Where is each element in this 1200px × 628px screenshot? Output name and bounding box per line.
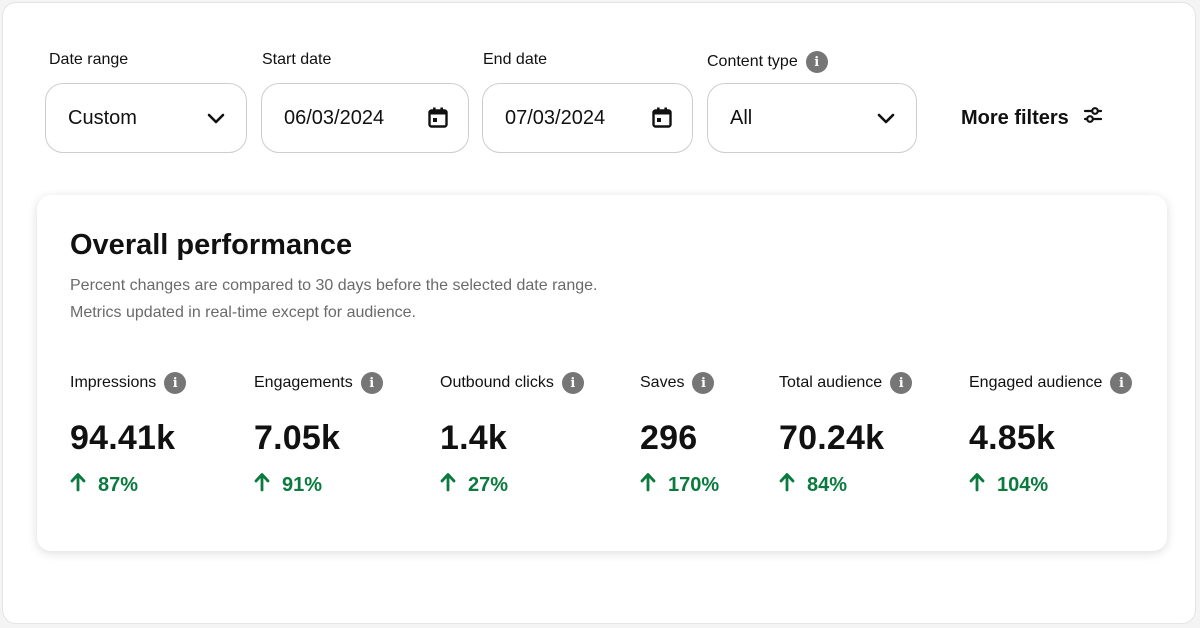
metric-label-text: Engagements (254, 374, 353, 391)
content-type-value: All (730, 106, 753, 129)
metric-saves: Saves i 296 170% (640, 371, 719, 498)
metric-label: Engagements i (254, 371, 383, 395)
info-icon[interactable]: i (692, 372, 715, 394)
date-range-value: Custom (68, 106, 137, 129)
content-type-label-text: Content type (707, 53, 798, 70)
start-date-value: 06/03/2024 (284, 106, 385, 129)
performance-subtitle-line2: Metrics updated in real-time except for … (70, 304, 416, 321)
content-type-label: Content type i (707, 51, 828, 73)
metric-total-audience: Total audience i 70.24k 84% (779, 371, 913, 498)
metric-change-text: 27% (468, 473, 509, 496)
info-icon[interactable]: i (805, 51, 828, 73)
metric-label-text: Total audience (779, 374, 883, 391)
info-icon[interactable]: i (360, 372, 383, 394)
metric-change: 91% (254, 472, 383, 498)
start-date-input[interactable]: 06/03/2024 (261, 83, 469, 153)
metric-label: Impressions i (70, 371, 187, 395)
start-date-label-text: Start date (262, 51, 332, 68)
metric-engaged-audience: Engaged audience i 4.85k 104% (969, 371, 1133, 498)
metric-label: Outbound clicks i (440, 371, 584, 395)
more-filters-label: More filters (961, 106, 1069, 129)
arrow-up-icon (969, 472, 985, 498)
metric-label-text: Saves (640, 374, 685, 391)
more-filters-button[interactable]: More filters (961, 103, 1103, 133)
metric-label: Total audience i (779, 371, 913, 395)
metric-label: Engaged audience i (969, 371, 1133, 395)
date-range-select[interactable]: Custom (45, 83, 247, 153)
performance-title: Overall performance (70, 229, 353, 261)
metric-label: Saves i (640, 371, 719, 395)
end-date-value: 07/03/2024 (505, 106, 606, 129)
metric-engagements: Engagements i 7.05k 91% (254, 371, 383, 498)
metric-label-text: Outbound clicks (440, 374, 554, 391)
metric-value: 94.41k (70, 419, 176, 457)
metric-label-text: Impressions (70, 374, 157, 391)
metric-value: 296 (640, 419, 698, 457)
metric-change-text: 84% (807, 473, 848, 496)
metric-value: 4.85k (969, 419, 1056, 457)
metric-change-text: 91% (282, 473, 323, 496)
metric-change: 84% (779, 472, 912, 498)
arrow-up-icon (640, 472, 656, 498)
date-range-label-text: Date range (49, 51, 129, 68)
metric-value: 1.4k (440, 419, 507, 457)
metric-change: 170% (640, 472, 719, 498)
sliders-icon (1083, 105, 1103, 131)
metric-change-text: 170% (668, 473, 720, 496)
overall-performance-card: Overall performance Percent changes are … (37, 195, 1167, 551)
end-date-input[interactable]: 07/03/2024 (482, 83, 693, 153)
end-date-label: End date (483, 51, 547, 69)
metric-change: 27% (440, 472, 584, 498)
metric-label-text: Engaged audience (969, 374, 1103, 391)
arrow-up-icon (440, 472, 456, 498)
info-icon[interactable]: i (164, 372, 187, 394)
metric-change-text: 104% (997, 473, 1049, 496)
metric-change-text: 87% (98, 473, 139, 496)
metric-change: 104% (969, 472, 1132, 498)
info-icon[interactable]: i (1110, 372, 1133, 394)
chevron-down-icon (206, 108, 226, 128)
content-type-select[interactable]: All (707, 83, 917, 153)
calendar-icon[interactable] (428, 107, 448, 129)
arrow-up-icon (254, 472, 270, 498)
arrow-up-icon (70, 472, 86, 498)
calendar-icon[interactable] (652, 107, 672, 129)
metric-impressions: Impressions i 94.41k 87% (70, 371, 187, 498)
metric-outbound-clicks: Outbound clicks i 1.4k 27% (440, 371, 584, 498)
metric-change: 87% (70, 472, 186, 498)
metric-value: 7.05k (254, 419, 341, 457)
arrow-up-icon (779, 472, 795, 498)
metric-value: 70.24k (779, 419, 885, 457)
end-date-label-text: End date (483, 51, 548, 68)
date-range-label: Date range (49, 51, 128, 69)
chevron-down-icon (876, 108, 896, 128)
performance-subtitle-line1: Percent changes are compared to 30 days … (70, 277, 598, 294)
info-icon[interactable]: i (890, 372, 913, 394)
info-icon[interactable]: i (561, 372, 584, 394)
start-date-label: Start date (262, 51, 331, 69)
